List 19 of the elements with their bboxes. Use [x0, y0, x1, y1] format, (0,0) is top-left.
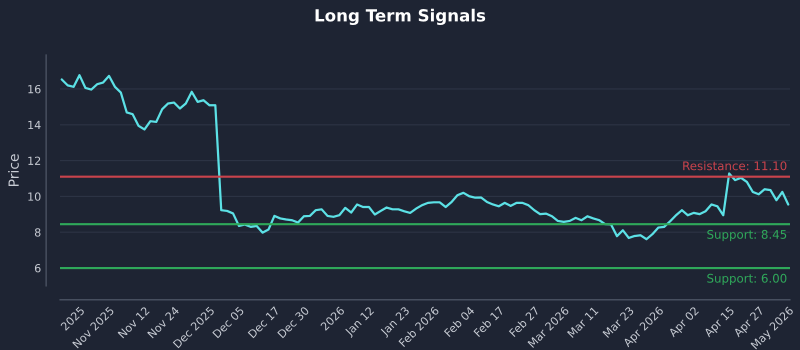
- y-tick-label: 10: [28, 192, 41, 201]
- ref-line-label: Support: 8.45: [707, 230, 786, 242]
- x-tick-label: Feb 17: [473, 306, 504, 338]
- line-series: [60, 74, 790, 240]
- y-tick-label: 6: [34, 264, 41, 272]
- x-tick-label: Apr 02: [668, 306, 701, 340]
- ref-line-label: Resistance: 11.10: [683, 161, 786, 170]
- y-tick-label: 12: [28, 156, 40, 165]
- x-tick-label: Dec 30: [277, 306, 310, 338]
- y-axis-title: Price: [8, 154, 19, 186]
- x-tick-label: Apr 15: [703, 306, 736, 340]
- x-tick-label: Mar 11: [567, 306, 599, 338]
- y-tick-label: 14: [28, 120, 41, 130]
- x-tick-label: Jan 12: [344, 306, 376, 338]
- ref-line-label: Support: 6.00: [707, 274, 786, 286]
- y-tick-label: 8: [34, 228, 40, 237]
- chart-title: Long Term Signals: [316, 8, 486, 26]
- x-tick-label: Feb 04: [444, 306, 475, 338]
- y-tick-label: 16: [28, 84, 41, 94]
